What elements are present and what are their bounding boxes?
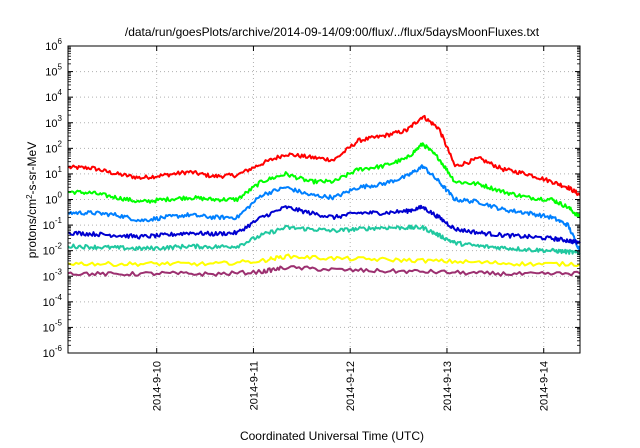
series-line (67, 164, 581, 252)
x-axis: 2014-9-10 2014-9-11 2014-9-12 2014-9-13 2014… (152, 46, 551, 411)
y-tick-label: 105 (45, 63, 62, 79)
x-tick-label: 2014-9-14 (539, 361, 551, 411)
x-axis-label: Coordinated Universal Time (UTC) (240, 429, 424, 443)
y-tick-label: 10-1 (43, 216, 63, 232)
y-tick-label: 100 (45, 191, 62, 207)
y-tick-label: 10-5 (43, 318, 63, 334)
chart-title: /data/run/goesPlots/archive/2014-09-14/0… (125, 25, 540, 39)
series-layer (67, 114, 581, 277)
series-line (67, 114, 581, 196)
x-tick-label: 2014-9-10 (152, 361, 164, 411)
x-tick-label: 2014-9-13 (442, 361, 454, 411)
series-line (67, 142, 581, 219)
y-axis-label: protons/cm2-s-sr-MeV (25, 142, 40, 258)
x-tick-label: 2014-9-11 (248, 361, 260, 410)
y-tick-label: 103 (45, 114, 62, 130)
y-tick-label: 10-4 (43, 293, 63, 309)
y-tick-label: 10-2 (43, 242, 63, 258)
series-line (67, 224, 581, 255)
y-axis: 10-6 10-5 10-4 10-3 10-2 10-1 100 101 102 103 104 1… (43, 37, 580, 360)
grid-layer (68, 46, 580, 353)
y-tick-label: 104 (45, 88, 62, 104)
series-line (67, 265, 581, 277)
x-tick-label: 2014-9-12 (345, 361, 357, 411)
series-line (67, 204, 581, 245)
y-tick-label: 10-3 (43, 267, 63, 283)
y-tick-label: 106 (45, 37, 62, 53)
series-line (67, 253, 581, 267)
y-tick-label: 10-6 (43, 344, 63, 360)
y-tick-label: 101 (45, 165, 62, 181)
y-tick-label: 102 (45, 139, 62, 155)
